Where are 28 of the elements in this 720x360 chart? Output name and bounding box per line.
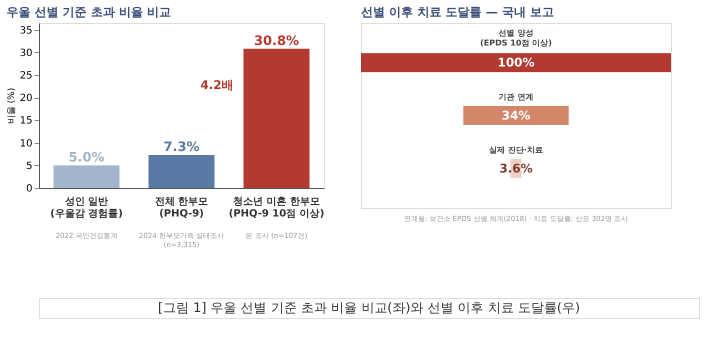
category-label: 실제 진단·치료 <box>489 145 543 154</box>
data-label: 5.0% <box>68 150 105 166</box>
x-tick-label: 전체 한부모 (PHQ-9) <box>154 196 208 220</box>
bar <box>148 155 214 188</box>
y-tick-label: 10 <box>20 138 32 150</box>
category-label: 기관 연계 <box>498 92 534 102</box>
y-axis-title: 비율 (%) <box>6 88 17 124</box>
x-tick-label: 성인 일반 (우울감 경험률) <box>50 196 123 220</box>
y-tick-label: 20 <box>20 93 32 104</box>
y-tick-label: 5 <box>26 160 32 172</box>
category-label: 선별 양성 (EPDS 10점 이상) <box>480 28 552 48</box>
bar <box>54 165 120 188</box>
data-label: 3.6% <box>499 161 533 176</box>
data-label: 100% <box>497 56 535 70</box>
y-tick-label: 35 <box>20 25 32 36</box>
annotation: 4.2배 <box>200 78 234 92</box>
text: [그림 1] 우울 선별 기준 초과 비율 비교(좌)와 선별 이후 치료 도달률(우) <box>158 301 580 316</box>
y-tick-label: 15 <box>20 116 32 127</box>
bar <box>244 48 310 188</box>
data-label: 30.8% <box>254 34 300 49</box>
y-tick-label: 0 <box>26 184 32 194</box>
y-tick-label: 25 <box>20 70 32 82</box>
data-label: 34% <box>502 108 530 122</box>
data-label: 7.3% <box>163 140 200 155</box>
x-tick-label: 청소년 미혼 한부모 (PHQ-9 10점 이상) <box>228 196 324 220</box>
text: 선별 이후 치료 도달률 — 국내 보고 <box>361 5 554 19</box>
chart-title: 우울 선별 기준 초과 비율 비교 <box>6 5 172 19</box>
y-tick-label: 30 <box>20 48 32 59</box>
